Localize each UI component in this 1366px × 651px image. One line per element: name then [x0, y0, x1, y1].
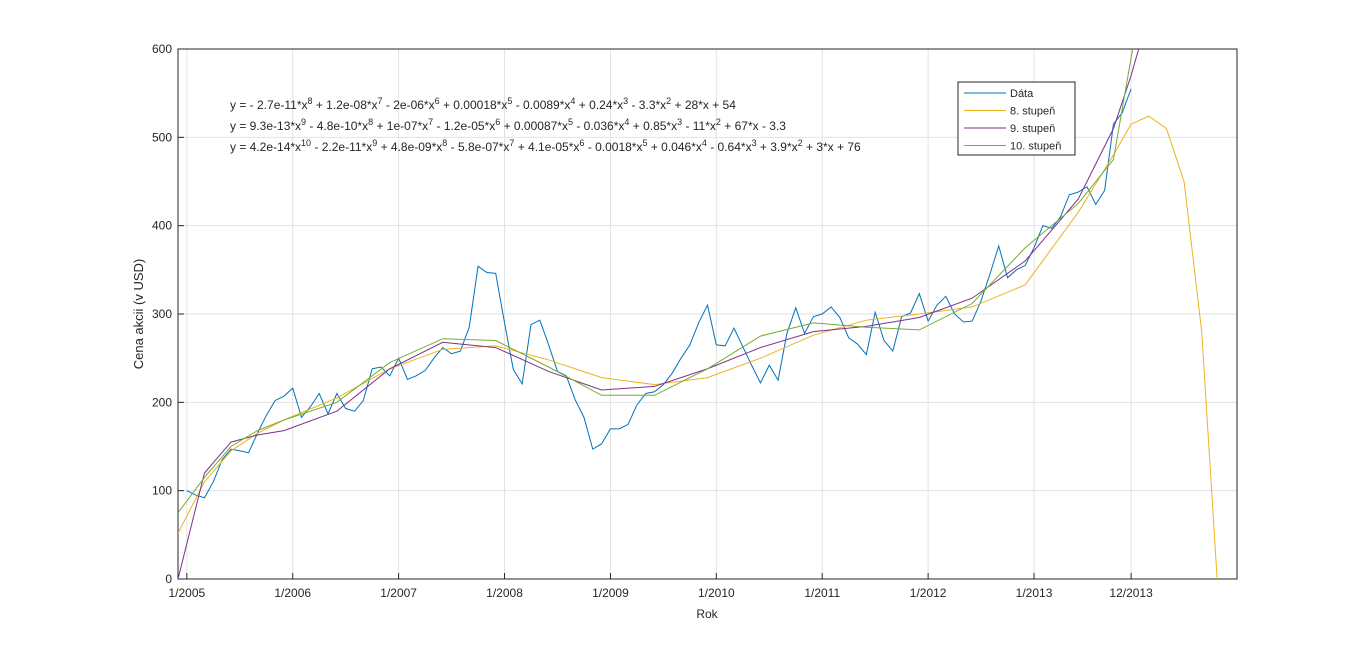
equation-part: - 4.8e-10*x: [306, 119, 368, 133]
equation-exponent: 6: [435, 96, 440, 106]
equation-exponent: 7: [509, 138, 514, 148]
x-tick-label: 1/2012: [910, 586, 947, 600]
x-tick-label: 1/2005: [168, 586, 205, 600]
equation-part: + 28*x + 54: [671, 98, 736, 112]
equation-part: + 0.85*x: [629, 119, 677, 133]
equation-part: - 5.8e-07*x: [447, 140, 509, 154]
y-tick-label: 0: [165, 572, 172, 586]
y-tick-label: 300: [152, 307, 172, 321]
equation-exponent: 3: [677, 117, 682, 127]
equation-exponent: 3: [752, 138, 757, 148]
equation-part: + 0.24*x: [575, 98, 623, 112]
y-axis-label: Cena akcii (v USD): [131, 259, 146, 370]
equation-exponent: 9: [301, 117, 306, 127]
equation-part: + 3*x + 76: [803, 140, 861, 154]
equation-exponent: 5: [642, 138, 647, 148]
equation-exponent: 8: [442, 138, 447, 148]
series-line: [178, 49, 1140, 579]
equation-exponent: 7: [428, 117, 433, 127]
equation-exponent: 4: [624, 117, 629, 127]
series-line: [178, 49, 1134, 514]
y-tick-label: 600: [152, 42, 172, 56]
equation-exponent: 5: [507, 96, 512, 106]
series-line: [178, 115, 1218, 579]
x-tick-label: 1/2013: [1016, 586, 1053, 600]
equation-exponent: 6: [579, 138, 584, 148]
x-axis-label: Rok: [696, 607, 718, 621]
legend-label: Dáta: [1010, 88, 1034, 100]
plot-area: [178, 49, 1218, 579]
legend-label: 8. stupeň: [1010, 106, 1055, 118]
legend-label: 9. stupeň: [1010, 123, 1055, 135]
equation-part: y = - 2.7e-11*x: [230, 98, 307, 112]
y-tick-label: 100: [152, 484, 172, 498]
equation-exponent: 10: [301, 138, 311, 148]
equation-exponent: 4: [702, 138, 707, 148]
y-tick-label: 200: [152, 395, 172, 409]
equation-exponent: 6: [495, 117, 500, 127]
equation-exponent: 8: [307, 96, 312, 106]
equation-exponent: 7: [378, 96, 383, 106]
equation-exponent: 2: [716, 117, 721, 127]
x-tick-label: 1/2010: [698, 586, 735, 600]
x-tick-label: 1/2009: [592, 586, 629, 600]
equation-part: + 67*x - 3.3: [721, 119, 786, 133]
equation-part: - 1.2e-05*x: [433, 119, 495, 133]
equation: y = - 2.7e-11*x8 + 1.2e-08*x7 - 2e-06*x6…: [230, 96, 736, 112]
equation-exponent: 9: [372, 138, 377, 148]
equation-part: + 1e-07*x: [373, 119, 428, 133]
legend-box: [957, 81, 1076, 156]
equation-part: - 2.2e-11*x: [311, 140, 372, 154]
equation-part: + 1.2e-08*x: [313, 98, 378, 112]
x-tick-label: 12/2013: [1109, 586, 1153, 600]
equation-part: + 4.8e-09*x: [377, 140, 442, 154]
equation-part: - 0.64*x: [707, 140, 752, 154]
x-tick-label: 1/2006: [274, 586, 311, 600]
y-tick-label: 500: [152, 130, 172, 144]
equation-exponent: 2: [666, 96, 671, 106]
equation-part: - 0.036*x: [573, 119, 624, 133]
equation-exponent: 2: [798, 138, 803, 148]
equation-part: + 0.00018*x: [440, 98, 508, 112]
equation-part: + 0.046*x: [647, 140, 701, 154]
equation-exponent: 8: [368, 117, 373, 127]
equation: y = 4.2e-14*x10 - 2.2e-11*x9 + 4.8e-09*x…: [230, 138, 861, 154]
x-tick-label: 1/2007: [380, 586, 417, 600]
equation-part: + 0.00087*x: [500, 119, 568, 133]
equation-part: - 0.0089*x: [512, 98, 570, 112]
plot-frame: [177, 48, 1238, 580]
equation-exponent: 3: [623, 96, 628, 106]
x-tick-label: 1/2011: [804, 586, 840, 600]
equation-exponent: 5: [568, 117, 573, 127]
equation-part: + 3.9*x: [757, 140, 798, 154]
equation-part: y = 9.3e-13*x: [230, 119, 301, 133]
equation: y = 9.3e-13*x9 - 4.8e-10*x8 + 1e-07*x7 -…: [230, 117, 786, 133]
equation-part: - 2e-06*x: [383, 98, 435, 112]
series-line: [186, 88, 1132, 499]
equation-part: - 0.0018*x: [584, 140, 642, 154]
equation-part: + 4.1e-05*x: [514, 140, 579, 154]
legend-label: 10. stupeň: [1010, 141, 1061, 153]
equation-part: - 3.3*x: [628, 98, 666, 112]
equation-part: y = 4.2e-14*x: [230, 140, 301, 154]
equation-part: - 11*x: [682, 119, 716, 133]
equation-exponent: 4: [570, 96, 575, 106]
x-tick-label: 1/2008: [486, 586, 523, 600]
y-tick-label: 400: [152, 219, 172, 233]
